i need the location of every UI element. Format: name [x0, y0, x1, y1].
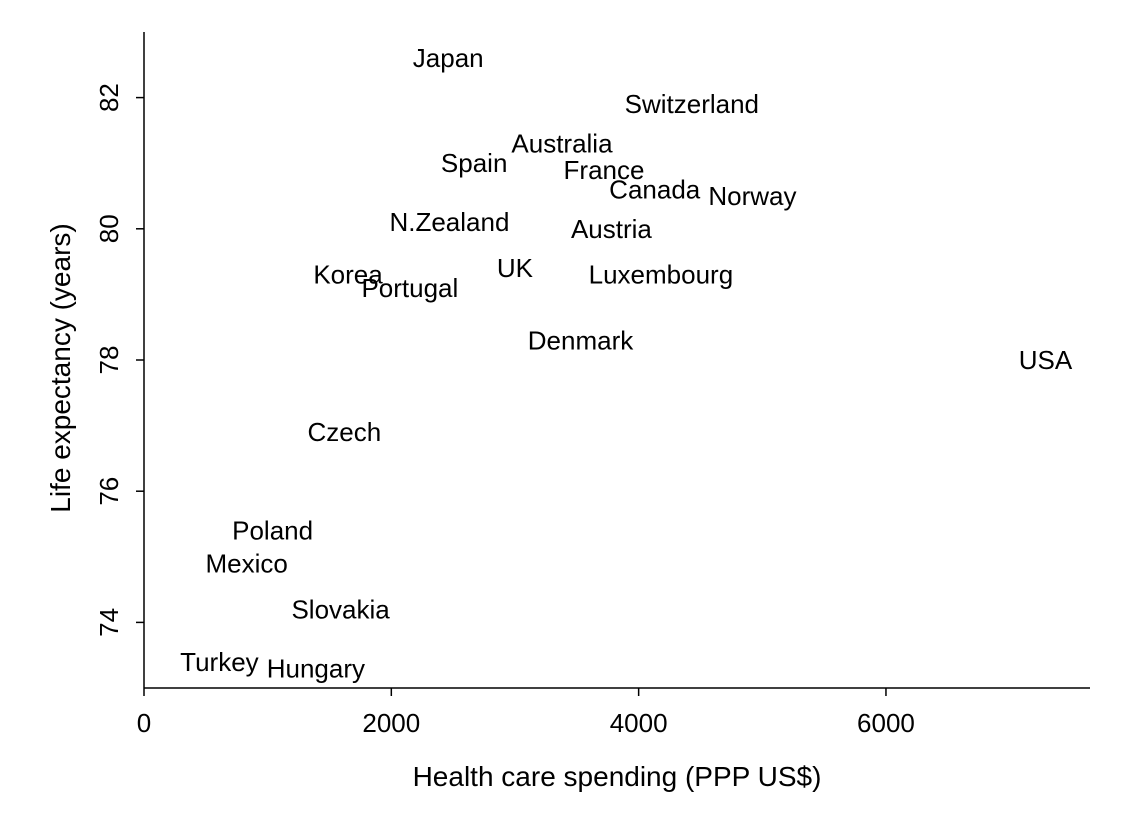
y-tick-label: 80: [94, 214, 124, 243]
point-label: Mexico: [205, 548, 287, 578]
y-tick-label: 78: [94, 346, 124, 375]
x-axis-title: Health care spending (PPP US$): [413, 761, 822, 792]
point-label: Denmark: [528, 325, 634, 355]
point-label: Poland: [232, 516, 313, 546]
x-tick-label: 6000: [857, 708, 915, 738]
point-label: Spain: [441, 148, 508, 178]
point-label: Norway: [708, 181, 796, 211]
point-label: Canada: [609, 174, 701, 204]
x-tick-label: 0: [137, 708, 151, 738]
point-label: Switzerland: [625, 89, 759, 119]
point-label: Australia: [511, 129, 613, 159]
point-label: Turkey: [180, 647, 259, 677]
point-label: Luxembourg: [589, 260, 734, 290]
y-axis-title: Life expectancy (years): [45, 223, 76, 512]
y-tick-label: 74: [94, 608, 124, 637]
point-label: Czech: [307, 417, 381, 447]
point-label: Slovakia: [291, 594, 390, 624]
y-axis: 74 76 78 80 82: [94, 32, 145, 688]
point-label: Hungary: [267, 653, 365, 683]
point-label: UK: [497, 253, 534, 283]
point-label: N.Zealand: [389, 207, 509, 237]
x-axis: 0 2000 4000 6000: [137, 687, 1090, 738]
y-tick-label: 76: [94, 477, 124, 506]
y-tick-label: 82: [94, 83, 124, 112]
point-label: Japan: [413, 43, 484, 73]
point-label: Austria: [571, 214, 652, 244]
x-tick-label: 2000: [362, 708, 420, 738]
x-tick-label: 4000: [610, 708, 668, 738]
point-label: Korea: [313, 260, 383, 290]
point-label: Portugal: [361, 273, 458, 303]
point-label: France: [564, 155, 645, 185]
point-label: USA: [1019, 345, 1073, 375]
